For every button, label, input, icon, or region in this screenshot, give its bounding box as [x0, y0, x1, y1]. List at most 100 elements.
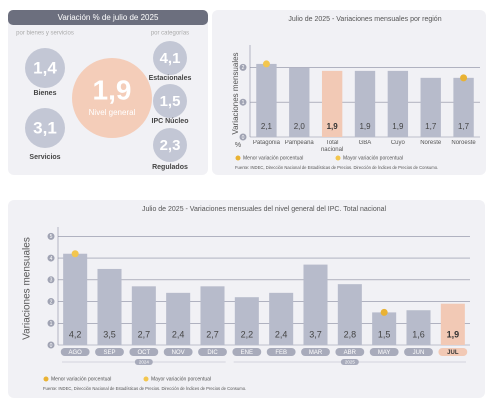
value-label: 3,7 [309, 329, 322, 339]
month-pill [266, 348, 296, 356]
value-label: 2,4 [172, 329, 185, 339]
y-tick-label: 4 [50, 256, 53, 262]
bar [303, 264, 328, 345]
value-label: 1,7 [425, 122, 437, 131]
legend-label: Menor variación porcentual [51, 376, 111, 382]
month-pill [301, 348, 330, 356]
value-label: 1,6 [412, 329, 425, 339]
month-pill [95, 348, 124, 356]
x-tick-label-box: Cuyo [391, 140, 405, 146]
y-tick-label: 0 [50, 343, 53, 349]
month-pill [335, 348, 365, 356]
bar [200, 286, 225, 345]
main-value: 1,9 [93, 74, 132, 105]
source: Fuente: INDEC, Dirección Nacional de Est… [43, 386, 246, 391]
month-pill [129, 348, 159, 356]
summary-circle [153, 128, 187, 162]
legend-label: Menor variación porcentual [243, 155, 303, 161]
value-label: 1,5 [378, 329, 391, 339]
extreme-marker [262, 60, 270, 68]
source: Fuente: INDEC, Dirección Nacional de Est… [235, 165, 438, 170]
y-tick-bg [47, 298, 55, 306]
value-label: 4,2 [69, 329, 82, 339]
value-label: 2,8 [344, 329, 357, 339]
summary-value: 2,3 [160, 137, 181, 154]
bar [453, 77, 474, 137]
bar [63, 253, 88, 345]
y-tick-label: 3 [50, 278, 53, 284]
year-pill [340, 359, 359, 365]
main-label: Nivel general [88, 108, 136, 117]
year-pill [134, 359, 153, 365]
bar [354, 70, 376, 137]
main-label-box: Nivel general [88, 108, 136, 117]
x-tick-label-box: Noreste [420, 140, 442, 146]
value-label: 2,2 [241, 329, 254, 339]
x-tick-label-box: GBA [358, 140, 372, 146]
summary-value: 4,1 [160, 50, 181, 67]
y-tick-bg [239, 98, 247, 106]
value-label: 1,9 [327, 122, 339, 131]
x-tick-label: ENE [241, 350, 253, 356]
legend-marker [43, 376, 49, 382]
year-label: 2024 [139, 360, 150, 365]
value-label: 2,1 [261, 122, 273, 131]
month-pill [60, 348, 90, 356]
x-tick-label-box: Total nacional [321, 140, 343, 153]
bar [420, 77, 441, 137]
summary-header [8, 10, 208, 25]
y-tick-label: 2 [242, 65, 245, 71]
bar [372, 312, 397, 345]
group-title: por bienes y servicios [16, 31, 74, 37]
y-tick-bg [47, 319, 55, 327]
x-tick-label: Noreste [420, 140, 442, 146]
month-pill [369, 348, 399, 356]
value-label: 2,4 [275, 329, 288, 339]
y-tick-bg [47, 341, 55, 349]
y-tick-label: 1 [50, 321, 53, 327]
value-label: 3,5 [103, 329, 116, 339]
y-axis-label: Variaciones mensuales [22, 237, 33, 340]
y-tick-label: 2 [50, 299, 53, 305]
x-tick-label: ABR [344, 350, 357, 356]
value-label: 1,9 [392, 122, 404, 131]
bar [97, 268, 122, 345]
y-tick-label: 5 [50, 234, 53, 240]
bar [440, 303, 465, 345]
year-label: 2025 [345, 360, 356, 365]
bar [406, 310, 431, 345]
main-circle [72, 58, 152, 138]
x-tick-label: MAY [378, 350, 391, 356]
bar [289, 67, 310, 137]
value-label: 2,7 [206, 329, 219, 339]
summary-circle [153, 84, 187, 118]
value-label: 2,7 [138, 329, 151, 339]
month-pill [438, 348, 468, 356]
bar [131, 286, 156, 345]
y-tick-bg [239, 63, 247, 71]
x-tick-label: AGO [68, 350, 82, 356]
month-pill [163, 348, 193, 356]
bar [321, 70, 343, 137]
x-tick-label-box: Patagonia [253, 140, 280, 146]
y-tick-bg [47, 276, 55, 284]
bar [269, 292, 294, 345]
x-tick-label: NOV [172, 350, 185, 356]
summary-value: 1,4 [33, 58, 57, 77]
x-tick-label: FEB [275, 350, 287, 356]
legend-marker [335, 155, 341, 161]
chart-title: Julio de 2025 - Variaciones mensuales po… [288, 16, 441, 23]
legend-marker [143, 376, 149, 382]
x-tick-label-box: Noroeste [451, 140, 476, 146]
month-pill [404, 348, 433, 356]
x-tick-label: Noroeste [451, 140, 476, 146]
summary-circle [153, 41, 187, 75]
value-label: 1,7 [458, 122, 470, 131]
summary-label: IPC Núcleo [152, 118, 189, 125]
y-tick-bg [47, 232, 55, 240]
x-tick-label: JUL [447, 350, 459, 356]
x-tick-label: GBA [358, 140, 372, 146]
x-tick-label: DIC [207, 350, 218, 356]
